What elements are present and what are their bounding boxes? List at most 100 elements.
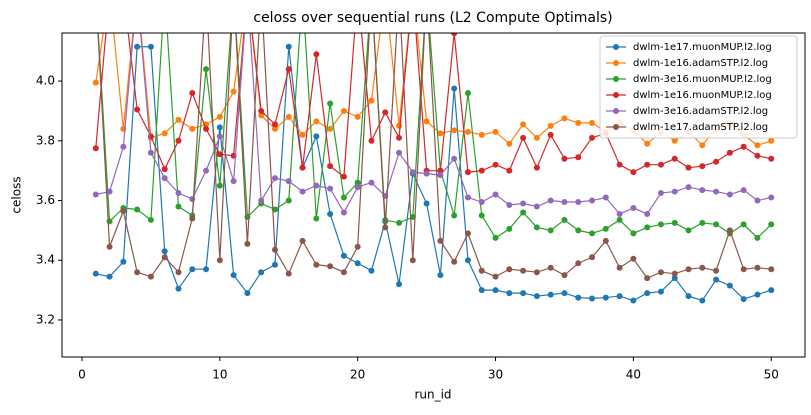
data-point bbox=[313, 261, 320, 268]
data-point bbox=[630, 169, 637, 176]
data-point bbox=[147, 273, 154, 280]
data-point bbox=[216, 182, 223, 189]
data-point bbox=[437, 130, 444, 137]
data-point bbox=[492, 161, 499, 168]
data-point bbox=[492, 287, 499, 294]
data-point bbox=[120, 143, 127, 150]
data-point bbox=[533, 164, 540, 171]
data-point bbox=[478, 167, 485, 174]
data-point bbox=[271, 246, 278, 253]
data-point bbox=[161, 166, 168, 173]
data-point bbox=[409, 257, 416, 264]
data-point bbox=[713, 276, 720, 283]
data-point bbox=[713, 158, 720, 165]
data-point bbox=[561, 290, 568, 297]
data-point bbox=[423, 118, 430, 125]
data-point bbox=[175, 203, 182, 210]
legend-label: dwlm-3e16.muonMUP.l2.log bbox=[633, 74, 772, 85]
legend-marker bbox=[613, 124, 619, 130]
data-point bbox=[520, 209, 527, 216]
data-point bbox=[492, 128, 499, 135]
data-point bbox=[285, 113, 292, 120]
legend-label: dwlm-1e17.adamSTP.l2.log bbox=[633, 122, 768, 133]
data-point bbox=[630, 255, 637, 262]
data-point bbox=[699, 264, 706, 271]
data-point bbox=[396, 219, 403, 226]
data-point bbox=[340, 107, 347, 114]
x-tick-label: 20 bbox=[350, 368, 365, 382]
data-point bbox=[368, 179, 375, 186]
data-point bbox=[368, 97, 375, 104]
data-point bbox=[533, 224, 540, 231]
data-point bbox=[464, 90, 471, 97]
data-point bbox=[271, 121, 278, 128]
legend-marker bbox=[613, 92, 619, 98]
data-point bbox=[602, 225, 609, 232]
data-point bbox=[313, 133, 320, 140]
data-point bbox=[699, 142, 706, 149]
data-point bbox=[589, 295, 596, 302]
data-point bbox=[409, 169, 416, 176]
data-point bbox=[644, 161, 651, 168]
data-point bbox=[258, 112, 265, 119]
data-point bbox=[492, 273, 499, 280]
data-point bbox=[754, 234, 761, 241]
data-point bbox=[92, 145, 99, 152]
legend-label: dwlm-1e17.muonMUP.l2.log bbox=[633, 42, 772, 53]
data-point bbox=[768, 137, 775, 144]
data-point bbox=[644, 140, 651, 147]
data-point bbox=[726, 191, 733, 198]
data-point bbox=[396, 149, 403, 156]
data-point bbox=[699, 297, 706, 304]
data-point bbox=[520, 121, 527, 128]
data-point bbox=[258, 269, 265, 276]
data-point bbox=[161, 130, 168, 137]
data-point bbox=[616, 216, 623, 223]
data-point bbox=[203, 125, 210, 132]
data-point bbox=[258, 197, 265, 204]
data-point bbox=[561, 155, 568, 162]
data-point bbox=[644, 210, 651, 217]
data-point bbox=[657, 269, 664, 276]
data-point bbox=[657, 288, 664, 295]
data-point bbox=[575, 154, 582, 161]
data-point bbox=[299, 237, 306, 244]
data-point bbox=[382, 109, 389, 116]
data-point bbox=[230, 178, 237, 185]
data-point bbox=[726, 227, 733, 234]
data-point bbox=[451, 127, 458, 134]
data-point bbox=[492, 234, 499, 241]
data-point bbox=[464, 169, 471, 176]
data-point bbox=[285, 66, 292, 73]
data-point bbox=[354, 243, 361, 250]
data-point bbox=[478, 287, 485, 294]
data-point bbox=[713, 188, 720, 195]
data-point bbox=[216, 113, 223, 120]
data-point bbox=[437, 172, 444, 179]
data-point bbox=[657, 161, 664, 168]
data-point bbox=[92, 270, 99, 277]
data-point bbox=[506, 266, 513, 273]
data-point bbox=[451, 212, 458, 219]
data-point bbox=[175, 285, 182, 292]
data-point bbox=[520, 267, 527, 274]
data-point bbox=[189, 196, 196, 203]
data-point bbox=[340, 252, 347, 259]
data-point bbox=[189, 215, 196, 222]
legend-label: dwlm-3e16.adamSTP.l2.log bbox=[633, 106, 768, 117]
data-point bbox=[464, 128, 471, 135]
data-point bbox=[313, 182, 320, 189]
data-point bbox=[396, 122, 403, 129]
data-point bbox=[327, 100, 334, 107]
legend-marker bbox=[613, 108, 619, 114]
data-point bbox=[506, 225, 513, 232]
data-point bbox=[327, 163, 334, 170]
data-point bbox=[492, 191, 499, 198]
data-point bbox=[602, 294, 609, 301]
x-axis-label: run_id bbox=[414, 388, 451, 402]
data-point bbox=[589, 197, 596, 204]
data-point bbox=[685, 184, 692, 191]
data-point bbox=[630, 230, 637, 237]
data-point bbox=[423, 200, 430, 207]
data-point bbox=[657, 221, 664, 228]
